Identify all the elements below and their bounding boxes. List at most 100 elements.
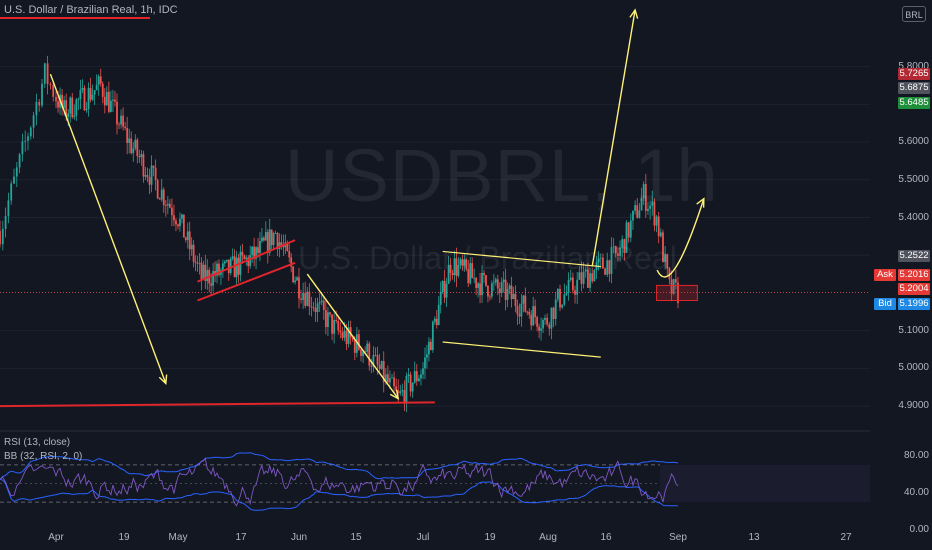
candle-body <box>532 306 535 326</box>
candle-body <box>627 222 630 238</box>
candle-body <box>190 244 193 250</box>
candle-body <box>126 128 129 143</box>
drawing-rectangle <box>656 284 698 301</box>
candle-body <box>449 264 452 273</box>
candle-body <box>587 269 589 288</box>
candle-body <box>429 341 432 351</box>
candle-body <box>310 306 313 308</box>
candle-body <box>0 231 1 245</box>
candle-body <box>95 84 98 91</box>
bb-lower-band <box>0 478 679 511</box>
candle-body <box>546 317 549 325</box>
candle-body <box>272 233 275 246</box>
candle-body <box>110 100 112 112</box>
candle-body <box>105 91 108 106</box>
candle-body <box>487 285 489 297</box>
candle-body <box>569 277 572 281</box>
rsi-tick-label: 80.00 <box>903 449 929 461</box>
candle-body <box>565 292 568 295</box>
candle-body <box>437 304 440 326</box>
candle-body <box>156 180 159 199</box>
candle-body <box>118 124 120 126</box>
candle-body <box>35 102 38 116</box>
candle-body <box>370 365 373 367</box>
candle-body <box>351 337 354 340</box>
candle-body <box>451 272 454 276</box>
y-tick-label: 4.9000 <box>898 400 929 412</box>
candle-body <box>91 94 94 100</box>
candle-body <box>43 63 46 84</box>
candle-body <box>216 263 218 276</box>
candle-body <box>621 239 624 248</box>
y-tick-label: 5.0000 <box>898 362 929 374</box>
candle-body <box>235 257 238 278</box>
x-tick-label: Jul <box>416 532 430 543</box>
candle-body <box>168 203 171 208</box>
candle-body <box>435 318 438 326</box>
candle-body <box>674 279 677 283</box>
candle-body <box>502 279 505 283</box>
candle-body <box>629 220 632 238</box>
candle-body <box>662 232 664 263</box>
x-tick-label: Jun <box>290 532 308 543</box>
candle-body <box>563 294 566 305</box>
candle-body <box>320 300 323 303</box>
candle-body <box>494 279 497 283</box>
candle-body <box>276 233 279 250</box>
candle-body <box>179 218 181 227</box>
candle-body <box>294 280 296 283</box>
candle-body <box>24 140 27 142</box>
bb-legend[interactable]: BB (32, RSI, 2, 0) <box>4 451 83 462</box>
y-tick-label: 5.1000 <box>898 324 929 336</box>
candle-body <box>584 269 587 272</box>
candle-body <box>154 167 157 181</box>
candle-body <box>401 390 404 392</box>
drawing-channel-line <box>442 341 601 358</box>
candle-body <box>130 138 133 154</box>
candle-body <box>158 198 161 200</box>
candle-body <box>202 264 205 280</box>
candle-body <box>18 154 21 168</box>
candle-body <box>184 237 187 240</box>
candle-body <box>65 100 68 117</box>
candle-body <box>314 307 317 313</box>
candle-body <box>659 232 662 237</box>
candle-body <box>614 246 617 254</box>
candle-body <box>455 258 458 276</box>
candle-body <box>196 262 199 264</box>
ask-label: Ask <box>874 269 896 281</box>
candle-body <box>445 283 448 298</box>
candle-body <box>514 293 517 306</box>
candle-body <box>670 279 673 294</box>
x-tick-label: 15 <box>350 532 362 543</box>
candle-body <box>417 378 420 382</box>
candle-body <box>274 233 277 234</box>
currency-badge[interactable]: BRL <box>902 6 926 22</box>
candle-body <box>243 255 246 260</box>
rsi-legend[interactable]: RSI (13, close) <box>4 437 71 448</box>
candle-body <box>77 99 80 100</box>
candle-body <box>327 312 329 328</box>
candle-body <box>510 285 513 300</box>
candle-body <box>296 277 298 281</box>
candle-body <box>264 232 267 241</box>
candle-body <box>610 247 613 274</box>
rsi-pane <box>0 452 870 511</box>
candle-body <box>481 272 483 296</box>
candle-body <box>420 374 422 379</box>
candle-body <box>337 321 340 331</box>
candle-body <box>298 277 300 299</box>
candle-body <box>227 259 230 274</box>
drawing-arrow <box>591 9 636 267</box>
candle-body <box>477 283 479 288</box>
candle-body <box>559 288 561 308</box>
candle-body <box>182 214 185 238</box>
candle-body <box>278 242 281 250</box>
chart-grid <box>0 66 870 432</box>
drawing-channel-line <box>442 250 601 268</box>
candle-body <box>266 232 269 253</box>
candle-body <box>411 382 414 392</box>
candle-body <box>268 229 271 253</box>
candle-body <box>534 306 537 318</box>
